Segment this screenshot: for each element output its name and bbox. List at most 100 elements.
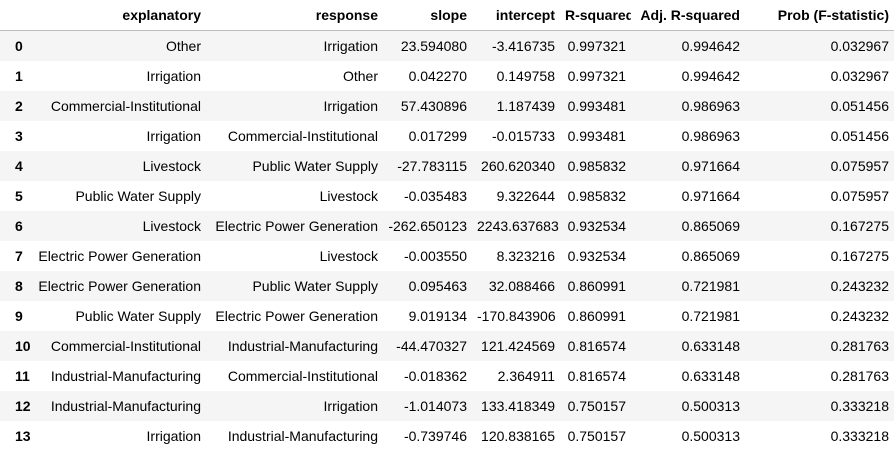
cell-response: Public Water Supply [252, 278, 378, 294]
cell-response: Public Water Supply [252, 158, 378, 174]
table-row: 9 Public Water Supply Electric Power Gener… [0, 301, 894, 331]
cell-response: Other [342, 68, 378, 84]
cell-adj-r-squared: 0.500313 [681, 428, 740, 444]
cell-explanatory: Commercial-Institutional [50, 338, 201, 354]
table-row: 12 Industrial-Manufacturing Irrigation -1.0… [0, 391, 894, 421]
cell-explanatory: Public Water Supply [75, 188, 201, 204]
row-index: 7 [15, 248, 23, 264]
cell-prob-f-statistic: 0.281763 [830, 338, 889, 354]
cell-intercept: 133.418349 [481, 398, 555, 414]
row-index: 2 [15, 98, 23, 114]
cell-r-squared: 0.997321 [567, 68, 626, 84]
cell-intercept: 1.187439 [496, 98, 555, 114]
cell-r-squared: 0.985832 [567, 188, 626, 204]
cell-slope: 57.430896 [400, 98, 467, 114]
cell-response: Livestock [319, 248, 378, 264]
cell-explanatory: Electric Power Generation [38, 278, 201, 294]
cell-slope: -0.035483 [403, 188, 467, 204]
cell-adj-r-squared: 0.633148 [681, 338, 740, 354]
cell-prob-f-statistic: 0.075957 [830, 188, 889, 204]
table-row: 13 Irrigation Industrial-Manufacturing -0.7… [0, 421, 894, 451]
cell-adj-r-squared: 0.721981 [681, 308, 740, 324]
cell-response: Commercial-Institutional [227, 368, 378, 384]
cell-r-squared: 0.816574 [567, 368, 626, 384]
cell-explanatory: Other [165, 38, 201, 54]
header-response: response [206, 0, 383, 31]
cell-explanatory: Public Water Supply [75, 308, 201, 324]
cell-explanatory: Commercial-Institutional [50, 98, 201, 114]
cell-slope: -1.014073 [403, 398, 467, 414]
cell-slope: 0.017299 [408, 128, 467, 144]
cell-r-squared: 0.993481 [567, 128, 626, 144]
cell-intercept: -3.416735 [491, 38, 555, 54]
cell-slope: -0.739746 [403, 428, 467, 444]
cell-adj-r-squared: 0.865069 [681, 248, 740, 264]
cell-response: Electric Power Generation [215, 218, 378, 234]
cell-r-squared: 0.932534 [567, 248, 626, 264]
cell-explanatory: Electric Power Generation [38, 248, 201, 264]
row-index: 9 [15, 308, 23, 324]
cell-adj-r-squared: 0.971664 [681, 158, 740, 174]
cell-r-squared: 0.750157 [567, 398, 626, 414]
cell-adj-r-squared: 0.971664 [681, 188, 740, 204]
header-adj-r-squared: Adj. R-squared [631, 0, 745, 31]
table-row: 5 Public Water Supply Livestock -0.035483 9.… [0, 181, 894, 211]
cell-response: Commercial-Institutional [227, 128, 378, 144]
cell-intercept: 0.149758 [496, 68, 555, 84]
cell-intercept: 260.620340 [481, 158, 555, 174]
cell-prob-f-statistic: 0.032967 [830, 68, 889, 84]
table-row: 2 Commercial-Institutional Irrigation 57.43… [0, 91, 894, 121]
cell-r-squared: 0.816574 [567, 338, 626, 354]
cell-adj-r-squared: 0.994642 [681, 38, 740, 54]
row-index: 5 [15, 188, 23, 204]
table-row: 8 Electric Power Generation Public Water S… [0, 271, 894, 301]
header-prob-f-statistic: Prob (F-statistic) [745, 0, 894, 31]
cell-intercept: -170.843906 [477, 308, 556, 324]
cell-slope: -27.783115 [397, 158, 467, 174]
cell-intercept: 120.838165 [481, 428, 555, 444]
cell-explanatory: Irrigation [146, 68, 201, 84]
cell-prob-f-statistic: 0.032967 [830, 38, 889, 54]
row-index: 1 [15, 68, 23, 84]
cell-response: Irrigation [323, 398, 378, 414]
cell-prob-f-statistic: 0.051456 [830, 128, 889, 144]
cell-prob-f-statistic: 0.075957 [830, 158, 889, 174]
cell-intercept: 32.088466 [488, 278, 555, 294]
cell-adj-r-squared: 0.986963 [681, 128, 740, 144]
cell-prob-f-statistic: 0.167275 [830, 248, 889, 264]
cell-slope: 23.594080 [400, 38, 467, 54]
row-index: 8 [15, 278, 23, 294]
table-body: 0 Other Irrigation 23.594080 -3.416735 0.9973… [0, 30, 894, 451]
table-row: 11 Industrial-Manufacturing Commercial-Ins… [0, 361, 894, 391]
row-index: 3 [15, 128, 23, 144]
cell-adj-r-squared: 0.500313 [681, 398, 740, 414]
cell-slope: 9.019134 [408, 308, 467, 324]
table-row: 0 Other Irrigation 23.594080 -3.416735 0.9973… [0, 30, 894, 61]
row-index: 4 [15, 158, 23, 174]
table-row: 4 Livestock Public Water Supply -27.783115 2… [0, 151, 894, 181]
row-index: 6 [15, 218, 23, 234]
cell-response: Irrigation [323, 38, 378, 54]
cell-r-squared: 0.985832 [567, 158, 626, 174]
cell-intercept: -0.015733 [491, 128, 555, 144]
cell-prob-f-statistic: 0.243232 [830, 308, 889, 324]
header-explanatory: explanatory [31, 0, 206, 31]
row-index: 12 [15, 398, 31, 414]
cell-slope: -0.018362 [403, 368, 467, 384]
row-index: 0 [15, 38, 23, 54]
cell-r-squared: 0.993481 [567, 98, 626, 114]
header-index [0, 0, 31, 31]
cell-intercept: 8.323216 [496, 248, 555, 264]
cell-adj-r-squared: 0.986963 [681, 98, 740, 114]
cell-response: Industrial-Manufacturing [227, 428, 378, 444]
row-index: 13 [15, 428, 31, 444]
cell-r-squared: 0.860991 [567, 278, 626, 294]
cell-r-squared: 0.932534 [567, 218, 626, 234]
table-row: 1 Irrigation Other 0.042270 0.149758 0.997321… [0, 61, 894, 91]
cell-explanatory: Livestock [142, 158, 201, 174]
row-index: 10 [15, 338, 31, 354]
cell-response: Livestock [319, 188, 378, 204]
cell-adj-r-squared: 0.865069 [681, 218, 740, 234]
cell-slope: -0.003550 [403, 248, 467, 264]
